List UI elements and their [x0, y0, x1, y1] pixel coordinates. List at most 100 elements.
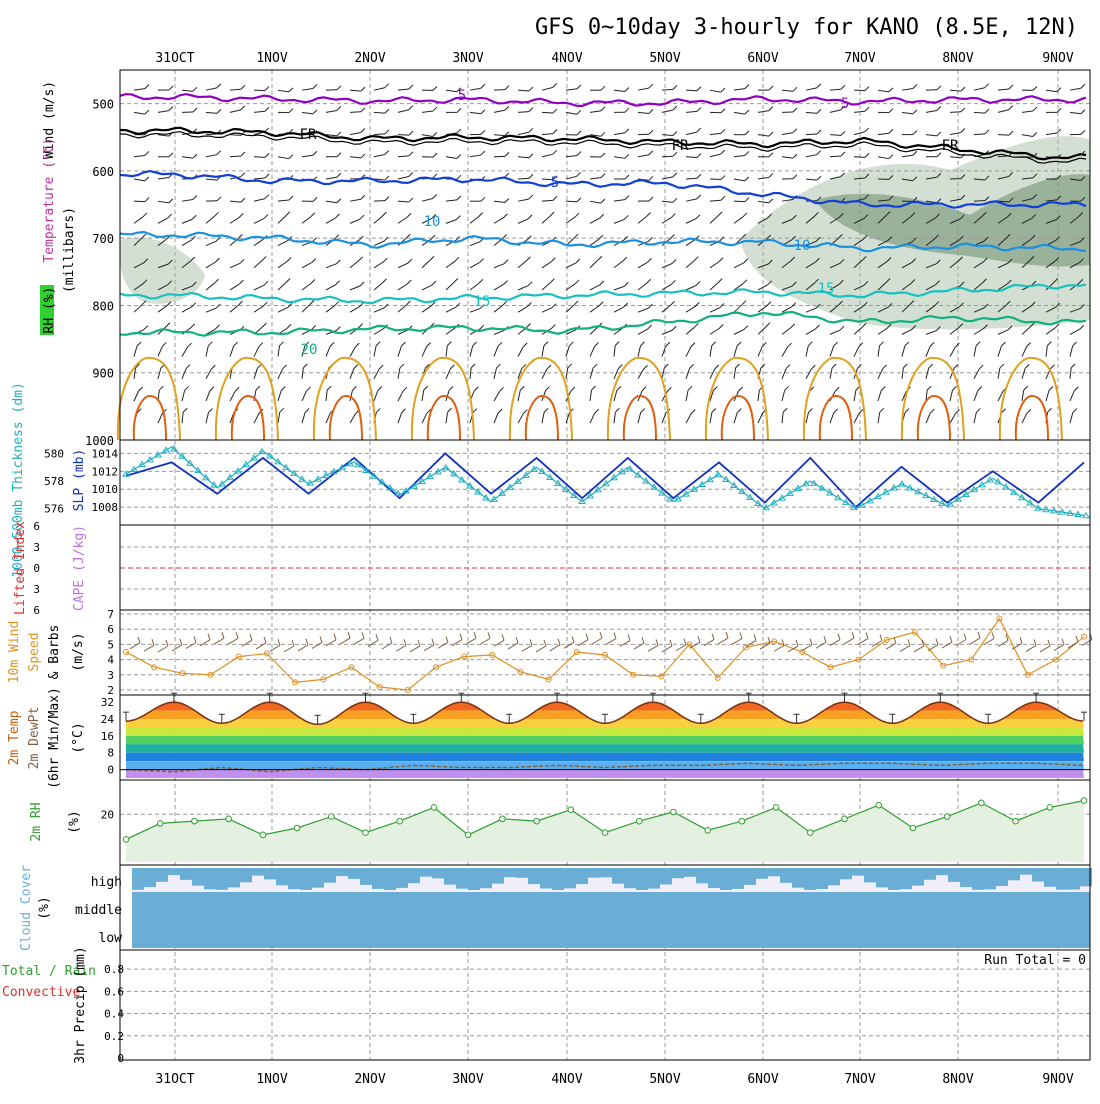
upper-wind-barb	[206, 391, 210, 401]
cloud-high-bar	[852, 868, 864, 876]
rh-point	[500, 816, 506, 822]
wind10-barb-flag	[348, 632, 350, 638]
upper-wind-barb	[1022, 347, 1027, 357]
upper-wind-barb-flag	[649, 197, 653, 201]
upper-wind-barb	[734, 368, 736, 379]
cloud-high-bar	[276, 868, 288, 885]
wind10-barb	[214, 638, 224, 644]
upper-wind-barb-flag	[624, 215, 628, 219]
date-label-bottom: 2NOV	[354, 1072, 385, 1087]
upper-wind-barb	[398, 217, 407, 223]
upper-wind-barb	[398, 391, 403, 401]
upper-wind-barb-flag	[474, 387, 478, 391]
upper-wind-barb	[758, 306, 767, 312]
cloud-high-bar	[924, 868, 936, 880]
upper-wind-barb-flag	[696, 282, 700, 286]
upper-wind-barb-flag	[553, 196, 557, 200]
upper-wind-barb	[182, 219, 192, 223]
wind10-barb-flag	[544, 640, 546, 646]
date-label-bottom: 31OCT	[155, 1072, 194, 1087]
upper-wind-barb-flag	[985, 130, 989, 134]
cloud-high-bar	[132, 868, 144, 890]
upper-wind-barb-flag	[736, 364, 740, 368]
upper-wind-barb-flag	[378, 387, 382, 391]
upper-wind-barb-flag	[600, 281, 604, 285]
upper-wind-barb-flag	[400, 364, 404, 368]
cloud-high-bar	[1044, 868, 1056, 887]
upper-wind-barb	[734, 112, 745, 114]
upper-wind-barb	[230, 110, 241, 112]
upper-wind-barb	[926, 413, 930, 423]
upper-wind-barb-flag	[169, 86, 173, 90]
upper-wind-barb-flag	[280, 408, 284, 412]
upper-wind-barb-flag	[503, 214, 507, 218]
cloud-high-bar	[696, 868, 708, 883]
wind10-barb	[1068, 642, 1078, 648]
upper-wind-barb	[662, 110, 673, 112]
wind10-barb	[774, 645, 784, 651]
upper-wind-barb-flag	[306, 387, 310, 391]
cloud-high-bar	[420, 868, 432, 877]
upper-wind-barb	[302, 112, 313, 114]
temp-band	[126, 770, 1084, 778]
upper-wind-barb	[566, 284, 575, 290]
upper-wind-barb-flag	[544, 408, 548, 412]
upper-wind-barb	[758, 327, 766, 335]
cloud-high-bar	[492, 868, 504, 884]
upper-wind-barb	[1046, 328, 1055, 334]
upper-wind-barb-flag	[835, 387, 839, 391]
upper-wind-barb-flag	[1009, 131, 1013, 135]
upper-wind-barb-flag	[241, 198, 245, 202]
upper-wind-barb-flag	[481, 84, 485, 88]
upper-wind-barb-flag	[263, 302, 267, 306]
upper-wind-barb-flag	[673, 106, 677, 110]
upper-wind-barb	[422, 111, 433, 112]
cloud-high-bar	[960, 868, 972, 887]
upper-wind-barb	[494, 346, 498, 356]
upper-wind-barb	[950, 157, 961, 158]
upper-wind-barb	[350, 132, 361, 134]
thickness-tick-label: 580	[44, 448, 64, 461]
upper-wind-barb	[278, 216, 286, 224]
wind10-barb-flag	[712, 634, 714, 640]
upper-wind-barb-flag	[1081, 110, 1085, 114]
upper-wind-barb-flag	[786, 365, 790, 369]
temp-axis-label-c: (6hr Min/Max)	[47, 687, 62, 789]
upper-wind-barb	[542, 112, 553, 113]
upper-wind-barb-flag	[979, 365, 983, 369]
upper-wind-barb-flag	[406, 234, 410, 238]
upper-wind-barb-flag	[145, 85, 149, 89]
upper-wind-barb	[614, 286, 624, 290]
cloud-high-bar	[672, 868, 684, 878]
upper-wind-barb	[566, 201, 577, 202]
upper-wind-barb-flag	[744, 326, 748, 330]
upper-wind-barb-flag	[169, 107, 173, 111]
boundary-layer-contour-inner	[330, 396, 362, 440]
upper-wind-barb	[446, 261, 455, 267]
upper-wind-barb-flag	[379, 365, 383, 369]
upper-wind-barb	[878, 157, 889, 159]
rh-point	[157, 821, 163, 827]
cloud-high-bar	[348, 868, 360, 879]
upper-wind-barb-flag	[550, 212, 554, 216]
upper-wind-barb	[854, 327, 862, 334]
upper-wind-barb	[638, 262, 648, 268]
upper-wind-barb	[878, 133, 889, 134]
upper-wind-barb	[1046, 133, 1057, 135]
upper-wind-barb-flag	[385, 109, 389, 113]
upper-wind-barb	[950, 112, 961, 113]
slp-axis-label: SLP (mb)	[72, 449, 87, 512]
upper-wind-barb-flag	[817, 151, 821, 155]
upper-wind-barb	[278, 261, 287, 267]
upper-wind-barb-flag	[498, 342, 502, 346]
upper-wind-barb	[1022, 413, 1027, 423]
upper-wind-barb-flag	[1073, 409, 1077, 413]
upper-wind-barb	[710, 216, 718, 224]
boundary-layer-contour-inner	[232, 396, 264, 440]
upper-wind-barb-flag	[505, 152, 509, 156]
upper-wind-barb	[230, 305, 238, 312]
upper-wind-barb-flag	[865, 87, 869, 91]
contour-label-lightblue: 10	[424, 214, 441, 230]
upper-wind-barb	[518, 157, 529, 158]
upper-wind-barb-flag	[382, 212, 386, 216]
